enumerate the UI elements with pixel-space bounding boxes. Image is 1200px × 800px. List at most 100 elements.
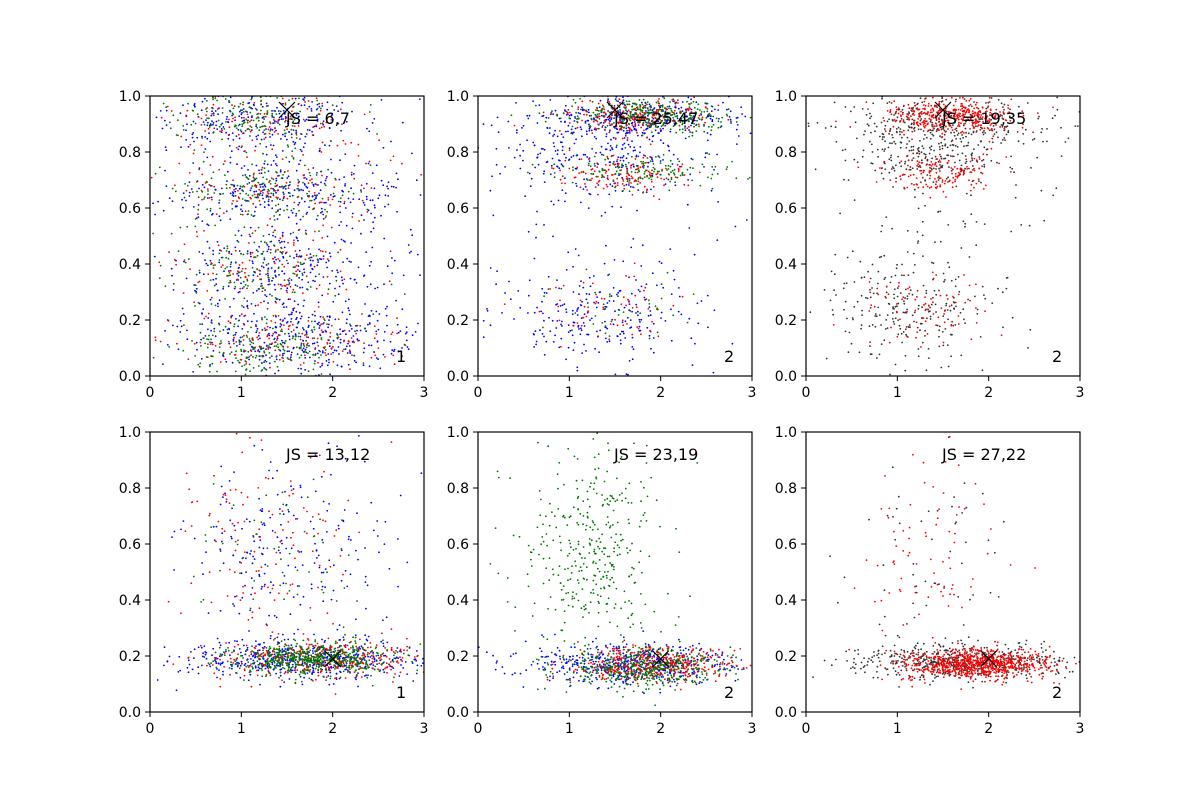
data-point — [634, 123, 637, 125]
data-point — [268, 126, 271, 128]
data-point — [240, 208, 242, 211]
data-point — [193, 103, 196, 105]
data-point — [564, 200, 566, 203]
data-point — [660, 311, 663, 314]
data-point — [329, 204, 331, 206]
data-point — [323, 125, 326, 128]
data-point — [684, 125, 686, 128]
data-point — [256, 268, 259, 271]
data-point — [380, 99, 383, 101]
data-point — [670, 114, 672, 116]
data-point — [254, 356, 257, 359]
data-point — [303, 351, 305, 354]
data-point — [321, 351, 324, 354]
data-point — [652, 166, 655, 169]
data-point — [990, 159, 993, 162]
data-point — [508, 280, 510, 283]
data-point — [314, 348, 316, 350]
data-point — [275, 113, 278, 115]
data-point — [267, 200, 270, 203]
data-point — [342, 190, 344, 193]
data-point — [1060, 155, 1063, 158]
data-point — [283, 342, 286, 345]
data-point — [626, 110, 629, 113]
data-point — [271, 207, 274, 210]
data-point — [210, 338, 213, 341]
data-point — [657, 102, 660, 104]
data-point — [252, 119, 255, 122]
data-point — [853, 106, 856, 108]
data-point — [860, 327, 862, 330]
data-point — [625, 127, 628, 130]
data-point — [221, 187, 223, 190]
data-point — [610, 295, 613, 297]
data-point — [247, 274, 250, 277]
data-point — [325, 360, 328, 362]
data-point — [616, 182, 619, 184]
data-point — [880, 343, 883, 345]
data-point — [697, 117, 700, 119]
data-point — [632, 108, 635, 111]
data-point — [244, 350, 247, 352]
data-point — [928, 152, 931, 155]
data-point — [919, 329, 921, 332]
data-point — [598, 106, 601, 109]
data-point — [314, 320, 316, 323]
data-point — [651, 119, 653, 122]
data-point — [650, 156, 653, 159]
data-point — [608, 338, 611, 341]
data-point — [910, 122, 913, 125]
data-point — [561, 325, 563, 327]
data-point — [264, 160, 266, 163]
data-point — [586, 302, 589, 304]
data-point — [248, 102, 251, 104]
data-point — [289, 356, 292, 359]
data-point — [554, 129, 556, 132]
data-point — [622, 189, 624, 192]
data-point — [889, 373, 891, 376]
data-point — [265, 105, 268, 107]
data-point — [227, 285, 230, 288]
data-point — [251, 163, 254, 166]
data-point — [304, 258, 307, 261]
data-point — [1056, 108, 1059, 111]
data-point — [576, 118, 578, 120]
data-point — [649, 112, 652, 114]
data-point — [283, 171, 286, 174]
data-point — [977, 107, 980, 110]
data-point — [543, 224, 545, 226]
data-point — [979, 336, 982, 338]
data-point — [906, 118, 909, 121]
data-point — [541, 287, 544, 290]
data-point — [680, 119, 683, 121]
data-point — [264, 368, 267, 370]
data-point — [619, 159, 622, 162]
data-point — [227, 137, 230, 140]
data-point — [642, 98, 645, 101]
data-point — [579, 299, 582, 302]
data-point — [327, 168, 329, 171]
data-point — [622, 130, 625, 132]
data-point — [652, 110, 655, 113]
data-point — [356, 329, 358, 332]
data-point — [807, 122, 810, 125]
data-point — [968, 105, 970, 107]
data-point — [895, 267, 898, 270]
data-point — [390, 352, 393, 355]
data-point — [281, 285, 283, 287]
data-point — [330, 119, 333, 121]
data-point — [866, 297, 869, 300]
data-point — [869, 345, 871, 347]
data-point — [1001, 115, 1003, 117]
data-point — [276, 175, 279, 177]
data-point — [322, 218, 325, 220]
data-point — [687, 119, 689, 121]
data-point — [292, 335, 295, 338]
data-point — [582, 281, 585, 284]
data-point — [545, 116, 548, 119]
data-point — [618, 166, 621, 169]
data-point — [618, 106, 621, 109]
data-point — [668, 107, 670, 110]
data-point — [207, 121, 209, 124]
data-point — [307, 316, 310, 319]
